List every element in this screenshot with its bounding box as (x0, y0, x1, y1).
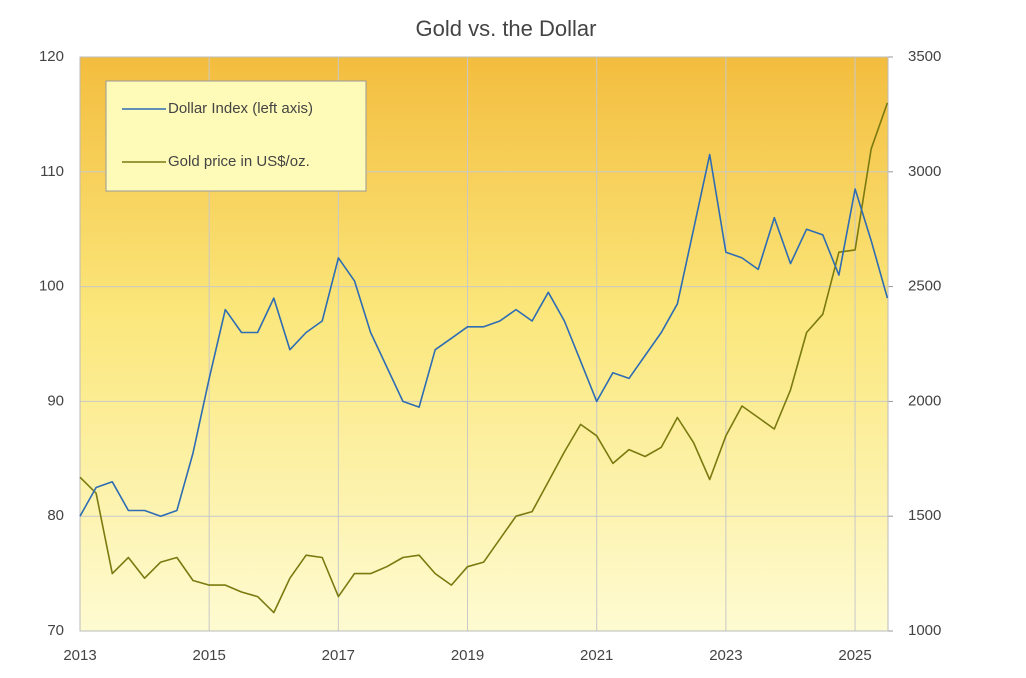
legend-label: Dollar Index (left axis) (168, 100, 313, 117)
y2-tick-label: 2500 (908, 278, 941, 295)
x-tick-label: 2013 (63, 647, 96, 664)
y2-tick-label: 1000 (908, 622, 941, 639)
x-tick-label: 2021 (580, 647, 613, 664)
x-tick-label: 2019 (451, 647, 484, 664)
legend-label: Gold price in US$/oz. (168, 153, 310, 170)
x-tick-label: 2015 (192, 647, 225, 664)
y2-tick-label: 2000 (908, 392, 941, 409)
plot-border (79, 56, 889, 632)
y-tick-label: 110 (40, 163, 64, 180)
series-line (79, 153, 889, 517)
y-tick-label: 80 (47, 507, 64, 524)
series-line (79, 102, 889, 614)
y-tick-label: 100 (39, 278, 64, 295)
y-tick-label: 70 (47, 622, 64, 639)
y2-tick-label: 1500 (908, 507, 941, 524)
x-tick-label: 2023 (709, 647, 742, 664)
y2-tick-label: 3000 (908, 163, 941, 180)
y2-tick-label: 3500 (908, 48, 941, 65)
chart-title: Gold vs. the Dollar (416, 16, 597, 41)
x-tick-label: 2017 (322, 647, 355, 664)
x-tick-label: 2025 (838, 647, 871, 664)
legend-box (105, 80, 367, 192)
y-tick-label: 120 (39, 48, 64, 65)
y-tick-label: 90 (47, 392, 64, 409)
